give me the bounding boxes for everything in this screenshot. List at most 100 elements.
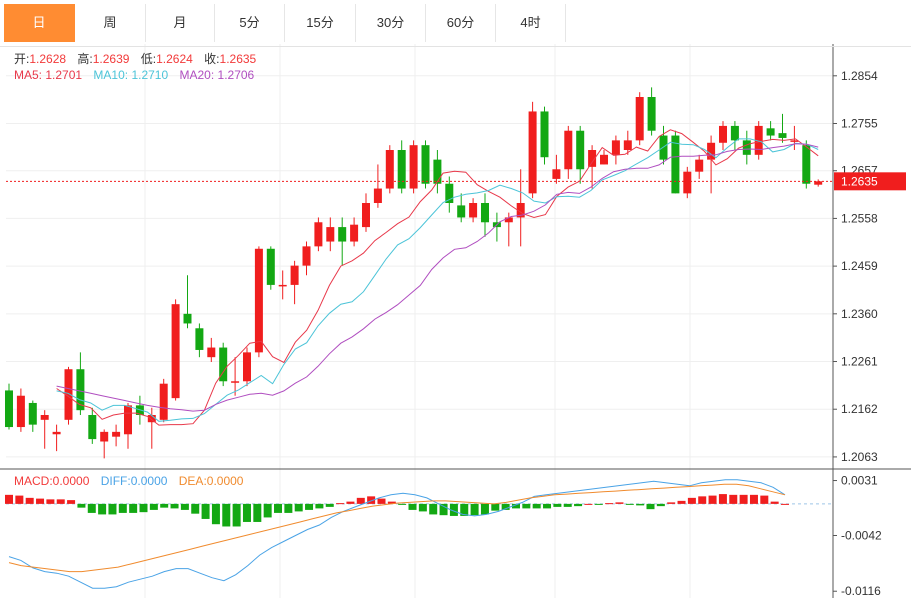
macd-histogram-bar bbox=[253, 503, 262, 522]
macd-histogram-bar bbox=[170, 503, 179, 509]
tab-15min[interactable]: 15分 bbox=[285, 4, 356, 42]
candle-body bbox=[623, 140, 632, 150]
ma20-label: MA20: bbox=[179, 68, 215, 82]
macd-histogram-bar bbox=[139, 503, 148, 513]
candle-body bbox=[326, 227, 335, 242]
macd-histogram-bar bbox=[367, 496, 376, 504]
ma20-line bbox=[56, 143, 819, 412]
tab-5min[interactable]: 5分 bbox=[215, 4, 285, 42]
macd-histogram-bar bbox=[729, 494, 738, 504]
ma5-value: 1.2701 bbox=[45, 68, 83, 82]
axis-tick-labels: 1.28541.27551.26571.25581.24591.23601.22… bbox=[834, 69, 906, 598]
price-tick-label: 1.2360 bbox=[841, 307, 878, 321]
macd-histogram-bar bbox=[739, 494, 748, 504]
ma5-label: MA5: bbox=[14, 68, 43, 82]
candle-body bbox=[588, 150, 597, 167]
candle-body bbox=[481, 203, 489, 223]
candle-body bbox=[647, 97, 656, 131]
diff-readout-item: DIFF:0.0000 bbox=[101, 474, 168, 488]
macd-histogram-bar bbox=[274, 503, 283, 513]
macd-histogram-bar bbox=[87, 503, 96, 513]
high-value: 1.2639 bbox=[92, 52, 130, 66]
macd-histogram-bar bbox=[336, 503, 345, 505]
price-tick-label: 1.2459 bbox=[841, 259, 878, 273]
low-value: 1.2624 bbox=[156, 52, 193, 66]
macd-histogram-bar bbox=[108, 503, 117, 515]
close-label: 收: bbox=[204, 52, 220, 66]
candle-body bbox=[469, 203, 478, 218]
macd-histogram-bar bbox=[118, 503, 127, 513]
ma10-line bbox=[56, 138, 819, 422]
price-tick-label: 1.2558 bbox=[841, 211, 878, 225]
tab-month[interactable]: 月 bbox=[146, 4, 215, 42]
macd-histogram-bar bbox=[636, 503, 645, 506]
macd-histogram-bar bbox=[232, 503, 241, 527]
candle-body bbox=[159, 383, 168, 420]
chart-grid bbox=[6, 44, 833, 598]
macd-histogram-bar bbox=[201, 503, 210, 519]
macd-histogram-bar bbox=[584, 503, 593, 505]
candle-body bbox=[171, 304, 180, 399]
macd-histogram-bar bbox=[294, 503, 303, 512]
macd-histogram-bar bbox=[222, 503, 231, 527]
macd-histogram-bar bbox=[77, 503, 86, 508]
macd-histogram-bar bbox=[284, 503, 293, 513]
macd-histogram-bar bbox=[749, 494, 758, 504]
macd-tick-label: -0.0116 bbox=[841, 584, 881, 598]
candle-body bbox=[802, 145, 811, 184]
macd-histogram-bar bbox=[439, 503, 448, 516]
ma10-value: 1.2710 bbox=[131, 68, 169, 82]
current-price-label: 1.2635 bbox=[841, 174, 878, 188]
macd-readout-item: MACD:0.0000 bbox=[14, 474, 89, 488]
candle-body bbox=[707, 142, 716, 160]
diff-label: DIFF: bbox=[100, 474, 131, 488]
macd-histogram-bar bbox=[98, 503, 107, 515]
macd-histogram-bar bbox=[687, 497, 696, 504]
candle-body bbox=[5, 390, 13, 428]
candle-body bbox=[302, 246, 311, 266]
tab-60min[interactable]: 60分 bbox=[426, 4, 496, 42]
macd-histogram-bar bbox=[211, 503, 220, 525]
moving-average-lines bbox=[6, 129, 833, 426]
candle-body bbox=[445, 183, 454, 203]
candle-body bbox=[338, 227, 347, 242]
macd-histogram-bar bbox=[56, 499, 65, 504]
candle-body bbox=[611, 140, 620, 155]
candle-body bbox=[754, 125, 763, 155]
current-price-badge bbox=[834, 172, 906, 191]
candle-body bbox=[243, 352, 251, 382]
macd-histogram-bar bbox=[781, 503, 789, 505]
diff-line bbox=[8, 479, 786, 589]
macd-histogram-bar bbox=[594, 503, 603, 505]
macd-histogram-bar bbox=[191, 503, 200, 514]
candle-body bbox=[124, 405, 132, 435]
tab-day[interactable]: 日 bbox=[4, 4, 75, 42]
candle-body bbox=[504, 217, 513, 223]
macd-histogram-bar bbox=[263, 503, 272, 518]
macd-histogram-bar bbox=[356, 497, 365, 504]
candle-body bbox=[778, 133, 787, 138]
macd-histogram-bar bbox=[398, 503, 407, 505]
macd-histogram-bar bbox=[563, 503, 572, 507]
macd-histogram-bar bbox=[491, 503, 500, 511]
tab-4hour[interactable]: 4时 bbox=[496, 4, 566, 42]
macd-histogram-bar bbox=[305, 503, 314, 510]
chart-axes bbox=[0, 44, 911, 598]
candle-body bbox=[76, 369, 85, 411]
ma10-label: MA10: bbox=[93, 68, 129, 82]
ma20-readout: MA20: 1.2706 bbox=[179, 68, 254, 82]
candle-body bbox=[183, 313, 192, 324]
macd-histogram-bar bbox=[377, 498, 386, 504]
candle-body bbox=[730, 125, 739, 141]
ma-readout: MA5: 1.2701 MA10: 1.2710 MA20: 1.2706 bbox=[14, 68, 254, 82]
macd-histogram-bar bbox=[646, 503, 655, 510]
candle-body bbox=[362, 203, 370, 228]
tab-30min[interactable]: 30分 bbox=[356, 4, 426, 42]
macd-histogram-bar bbox=[129, 503, 138, 513]
candle-body bbox=[766, 128, 775, 136]
macd-histogram-bar bbox=[325, 503, 334, 507]
macd-histogram-bar bbox=[418, 503, 427, 512]
macd-value: 0.0000 bbox=[52, 474, 90, 488]
tab-week[interactable]: 周 bbox=[75, 4, 146, 42]
